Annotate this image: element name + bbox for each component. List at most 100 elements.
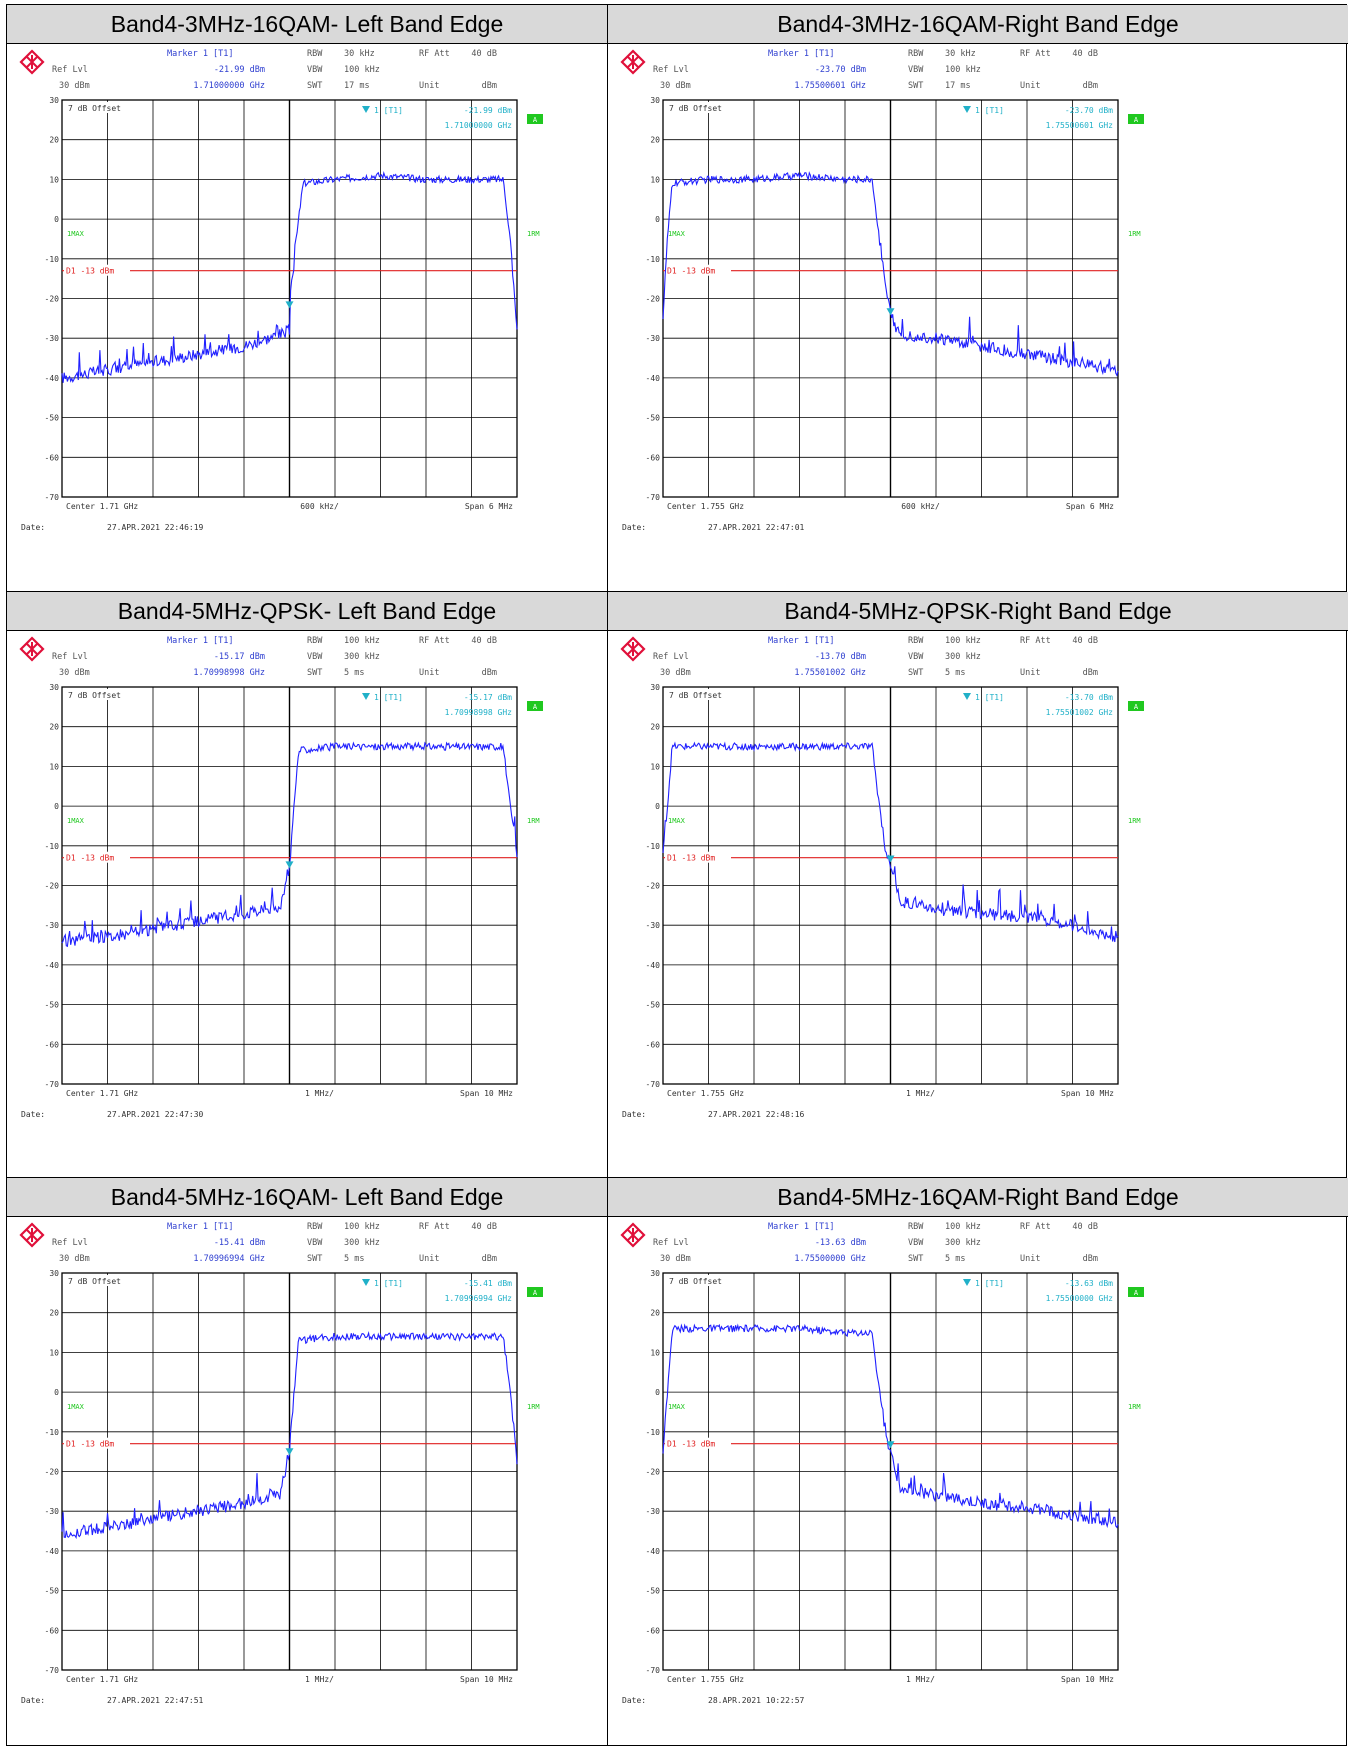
span-label: Span 6 MHz	[1066, 502, 1114, 511]
y-tick-label: -40	[646, 961, 661, 970]
swt-value: 5 ms	[945, 668, 965, 678]
y-tick-label: -20	[45, 295, 60, 304]
y-tick-label: -70	[45, 1666, 60, 1675]
offset-bg	[65, 1275, 143, 1286]
marker-frequency: 1.75500601 GHz	[794, 81, 866, 91]
span-label: Span 10 MHz	[460, 1675, 513, 1684]
swt-label: SWT	[908, 81, 923, 91]
y-tick-label: -50	[45, 1587, 60, 1596]
date-label: Date:	[622, 1696, 646, 1705]
offset-label: 7 dB Offset	[669, 1277, 722, 1286]
ref-level-label: Ref Lvl	[52, 652, 88, 662]
date-label: Date:	[21, 523, 45, 532]
y-tick-label: 10	[650, 762, 660, 771]
marker-triangle	[886, 855, 895, 863]
marker-label: Marker 1 [T1]	[167, 636, 234, 646]
y-tick-label: -20	[45, 1468, 60, 1477]
marker-box-frequency: 1.75501002 GHz	[1046, 708, 1114, 717]
unit-value: dBm	[482, 81, 497, 91]
rs-logo	[620, 1222, 646, 1248]
rs-logo	[620, 49, 646, 75]
y-tick-label: 30	[650, 683, 660, 692]
division-label: 1 MHz/	[305, 1089, 334, 1098]
vbw-label: VBW	[307, 652, 323, 662]
vbw-value: 300 kHz	[344, 1238, 380, 1248]
y-tick-label: -40	[45, 961, 60, 970]
rbw-label: RBW	[307, 1222, 323, 1232]
marker-box-frequency: 1.70998998 GHz	[445, 708, 513, 717]
rf-att-value: 40 dB	[471, 1222, 497, 1232]
y-tick-label: 0	[54, 215, 59, 224]
y-tick-label: -50	[45, 1001, 60, 1010]
marker-label: Marker 1 [T1]	[768, 49, 835, 59]
y-tick-label: -10	[646, 1428, 661, 1437]
marker-frequency: 1.70996994 GHz	[193, 1254, 265, 1264]
trace-badge	[527, 701, 543, 711]
y-tick-label: -40	[646, 1547, 661, 1556]
plot-cell: Band4-5MHz-16QAM-Right Band Edge Marker 1…	[608, 1178, 1348, 1763]
date-value: 27.APR.2021 22:46:19	[107, 523, 204, 532]
detector-label: 1RM	[527, 230, 540, 238]
detector-label: 1RM	[1128, 1403, 1141, 1411]
y-tick-label: 0	[54, 802, 59, 811]
unit-value: dBm	[1083, 668, 1098, 678]
plot-cell: Band4-5MHz-QPSK- Left Band Edge Marker 1 …	[7, 592, 607, 1177]
marker-level: -13.70 dBm	[815, 652, 866, 662]
marker-label: Marker 1 [T1]	[167, 49, 234, 59]
offset-label: 7 dB Offset	[669, 104, 722, 113]
vbw-label: VBW	[908, 1238, 924, 1248]
y-tick-label: -60	[45, 453, 60, 462]
limit-label: D1 -13 dBm	[667, 854, 715, 863]
rbw-label: RBW	[908, 1222, 924, 1232]
vbw-label: VBW	[908, 652, 924, 662]
rbw-label: RBW	[307, 49, 323, 59]
marker-triangle	[886, 1441, 895, 1449]
marker-level: -21.99 dBm	[214, 65, 265, 75]
trace-mode-label: 1MAX	[67, 230, 85, 238]
marker-triangle	[886, 308, 895, 316]
ref-level-value: 30 dBm	[660, 1254, 691, 1264]
detector-label: 1RM	[527, 817, 540, 825]
rf-att-label: RF Att	[419, 636, 450, 646]
plot-cell: Band4-3MHz-16QAM- Left Band Edge Marker 1…	[7, 5, 607, 590]
marker-indicator-icon	[362, 1279, 370, 1286]
y-tick-label: -70	[646, 1080, 661, 1089]
rbw-label: RBW	[307, 636, 323, 646]
rf-att-value: 40 dB	[1072, 1222, 1098, 1232]
y-tick-label: -10	[646, 842, 661, 851]
y-tick-label: -30	[45, 1507, 60, 1516]
marker-box-level: -13.70 dBm	[1065, 693, 1113, 702]
marker-box-label: 1 [T1]	[374, 693, 403, 702]
marker-level: -15.41 dBm	[214, 1238, 265, 1248]
rbw-value: 30 kHz	[945, 49, 976, 59]
unit-label: Unit	[1020, 1254, 1040, 1264]
trace-mode-label: 1MAX	[67, 817, 85, 825]
division-label: 600 kHz/	[901, 502, 940, 511]
y-tick-label: -60	[646, 1626, 661, 1635]
y-tick-label: -60	[45, 1626, 60, 1635]
date-value: 27.APR.2021 22:47:01	[708, 523, 805, 532]
marker-indicator-icon	[362, 106, 370, 113]
center-frequency: Center 1.71 GHz	[66, 502, 138, 511]
swt-value: 5 ms	[344, 1254, 364, 1264]
limit-label: D1 -13 dBm	[66, 1440, 114, 1449]
marker-box-label: 1 [T1]	[975, 1279, 1004, 1288]
plot-title: Band4-3MHz-16QAM- Left Band Edge	[7, 5, 607, 44]
y-tick-label: -70	[646, 493, 661, 502]
date-value: 27.APR.2021 22:47:30	[107, 1110, 204, 1119]
y-tick-label: -60	[646, 1040, 661, 1049]
trace-badge	[1128, 701, 1144, 711]
limit-label-bg	[64, 1437, 130, 1449]
trace-badge-label: A	[1134, 703, 1139, 711]
rs-logo	[19, 1222, 45, 1248]
swt-value: 17 ms	[945, 81, 971, 91]
date-value: 28.APR.2021 10:22:57	[708, 1696, 805, 1705]
y-tick-label: -30	[646, 1507, 661, 1516]
y-tick-label: 0	[54, 1388, 59, 1397]
ref-level-label: Ref Lvl	[52, 1238, 88, 1248]
marker-box-frequency: 1.70996994 GHz	[445, 1294, 513, 1303]
span-label: Span 6 MHz	[465, 502, 513, 511]
y-tick-label: -50	[646, 414, 661, 423]
limit-label: D1 -13 dBm	[667, 267, 715, 276]
plot-cell: Band4-5MHz-16QAM- Left Band Edge Marker 1…	[7, 1178, 607, 1763]
